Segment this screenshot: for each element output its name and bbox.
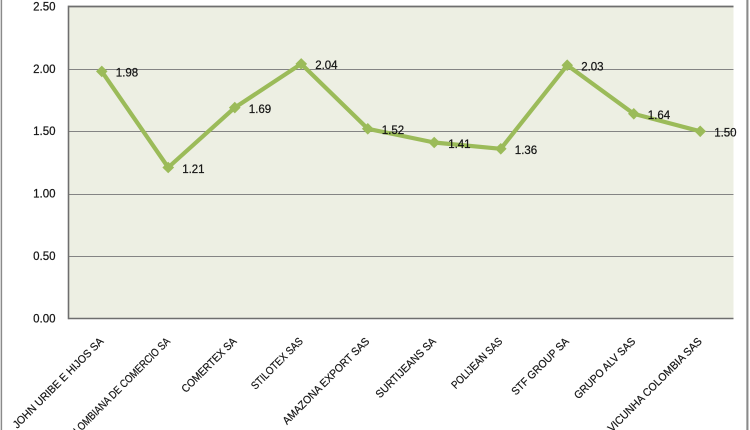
svg-text:1.36: 1.36 <box>515 145 537 157</box>
svg-text:1.98: 1.98 <box>116 68 138 80</box>
svg-text:1.50: 1.50 <box>714 128 736 140</box>
svg-text:1.41: 1.41 <box>448 139 470 151</box>
svg-text:1.69: 1.69 <box>249 104 271 116</box>
svg-text:1.64: 1.64 <box>648 110 671 122</box>
svg-text:2.00: 2.00 <box>33 64 55 76</box>
svg-text:0.50: 0.50 <box>33 251 55 263</box>
svg-text:1.50: 1.50 <box>33 126 55 138</box>
svg-text:2.03: 2.03 <box>581 62 603 74</box>
svg-text:1.52: 1.52 <box>382 125 404 137</box>
svg-text:2.50: 2.50 <box>33 1 55 13</box>
svg-text:0.00: 0.00 <box>33 313 55 325</box>
svg-text:2.04: 2.04 <box>315 60 338 72</box>
svg-text:1.00: 1.00 <box>33 189 55 201</box>
svg-text:1.21: 1.21 <box>182 164 204 176</box>
